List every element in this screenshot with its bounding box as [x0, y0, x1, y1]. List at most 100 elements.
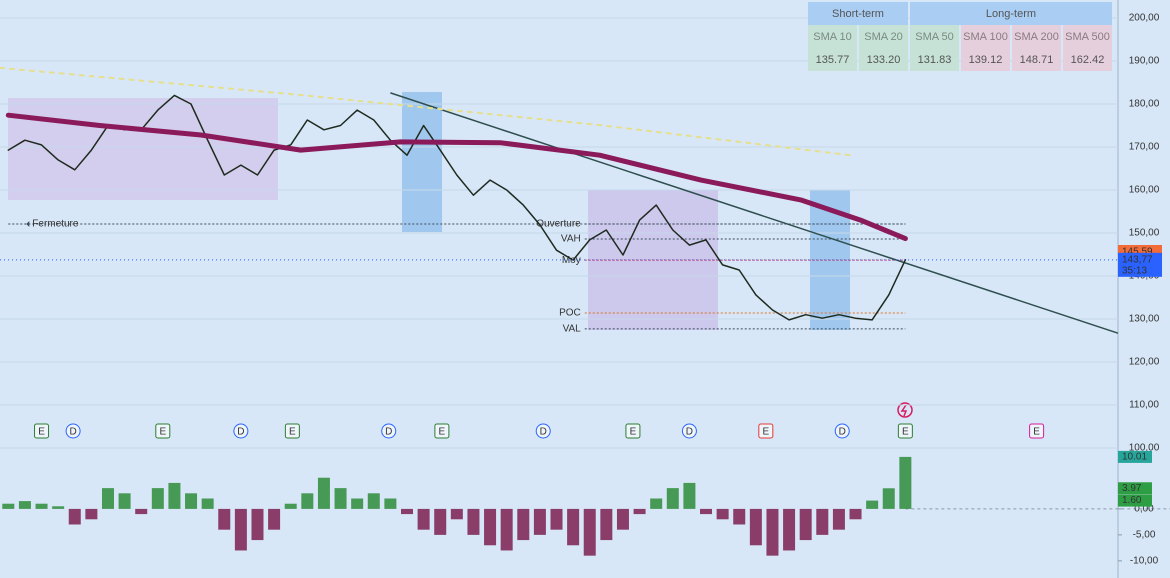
bar	[783, 508, 796, 551]
bar	[118, 493, 131, 509]
table-header: SMA 10	[808, 25, 857, 48]
table-value: 135.77	[808, 48, 857, 71]
table-value: 131.83	[910, 48, 959, 71]
bar	[500, 508, 513, 551]
bar	[849, 508, 862, 520]
volume-profile	[402, 92, 442, 232]
bar	[650, 498, 663, 509]
event-marker	[681, 423, 697, 439]
y-tick-label: 180,00	[1129, 99, 1160, 110]
event-label: D	[686, 427, 693, 438]
y-tick-label: -10,00	[1130, 555, 1159, 566]
bar	[550, 508, 563, 530]
y-tick-label: 200,00	[1129, 13, 1160, 24]
event-marker	[834, 423, 850, 439]
bar	[68, 508, 81, 525]
level-label: Fermeture	[32, 219, 79, 230]
bar	[151, 488, 164, 509]
y-tick-label: 0,00	[1134, 504, 1154, 515]
bar	[832, 508, 845, 530]
table-header: SMA 200	[1012, 25, 1061, 48]
bar	[334, 488, 347, 509]
price-line	[0, 66, 852, 157]
table-header: SMA 50	[910, 25, 959, 48]
bar	[799, 508, 812, 541]
event-label: E	[762, 427, 769, 438]
bar	[467, 508, 480, 535]
event-marker	[625, 423, 641, 439]
bar	[168, 482, 181, 509]
y-tick-label: 160,00	[1129, 185, 1160, 196]
volume-profile	[8, 98, 278, 200]
bar	[434, 508, 447, 535]
bar	[384, 498, 397, 509]
bar	[882, 488, 895, 509]
bar	[201, 498, 214, 509]
bar	[2, 503, 15, 509]
bar	[135, 508, 148, 515]
bar	[234, 508, 247, 551]
event-marker	[155, 423, 171, 439]
event-marker	[381, 423, 397, 439]
bar	[700, 508, 713, 515]
bar	[733, 508, 746, 525]
event-label: E	[902, 427, 909, 438]
bar	[101, 488, 114, 509]
event-label: E	[159, 427, 166, 438]
table-value: 148.71	[1012, 48, 1061, 71]
level-label: POC	[559, 308, 581, 319]
y-tick-label: 130,00	[1129, 314, 1160, 325]
value-badge-label: 1.60	[1122, 495, 1142, 506]
y-tick-label: 170,00	[1129, 142, 1160, 153]
y-tick-label: -5,00	[1133, 530, 1156, 541]
sma-table: Short-term Long-term SMA 10 SMA 20 SMA 50…	[806, 2, 1114, 71]
bar	[301, 493, 314, 509]
bar	[683, 482, 696, 509]
price-badge-label: 143,77	[1122, 254, 1153, 265]
value-badge-label: 3.97	[1122, 483, 1142, 494]
event-marker	[1029, 423, 1045, 439]
level-label: Ouverture	[536, 219, 581, 230]
bar	[816, 508, 829, 535]
bar	[866, 500, 879, 509]
event-label: E	[38, 427, 45, 438]
trendline	[390, 92, 1119, 334]
level-arrow	[26, 221, 30, 228]
bar	[450, 508, 463, 520]
table-header: SMA 100	[961, 25, 1010, 48]
bar	[484, 508, 497, 546]
bar	[251, 508, 264, 541]
bar	[351, 498, 364, 509]
event-marker	[34, 423, 50, 439]
bar	[268, 508, 281, 530]
countdown: 35:13	[1122, 265, 1147, 276]
value-badge	[1118, 494, 1152, 507]
event-label: D	[69, 427, 76, 438]
bar	[666, 488, 679, 509]
event-marker	[897, 423, 913, 439]
table-group: Short-term	[808, 2, 908, 25]
bar	[35, 503, 48, 509]
table-header: SMA 500	[1063, 25, 1112, 48]
event-marker	[65, 423, 81, 439]
value-badge	[1118, 450, 1152, 463]
bar	[517, 508, 530, 541]
y-tick-label: 190,00	[1129, 56, 1160, 67]
event-label: D	[237, 427, 244, 438]
bar	[749, 508, 762, 546]
y-tick-label: 150,00	[1129, 228, 1160, 239]
event-marker	[233, 423, 249, 439]
alert-icon	[897, 402, 913, 418]
table-value: 139.12	[961, 48, 1010, 71]
level-label: Moy	[562, 255, 581, 266]
bar	[583, 508, 596, 556]
table-value: 133.20	[859, 48, 908, 71]
bar	[284, 503, 297, 509]
bar	[616, 508, 629, 530]
bar	[766, 508, 779, 556]
event-label: E	[1033, 427, 1040, 438]
price-badge	[1118, 252, 1162, 277]
bar	[633, 508, 646, 515]
bar	[52, 506, 65, 509]
